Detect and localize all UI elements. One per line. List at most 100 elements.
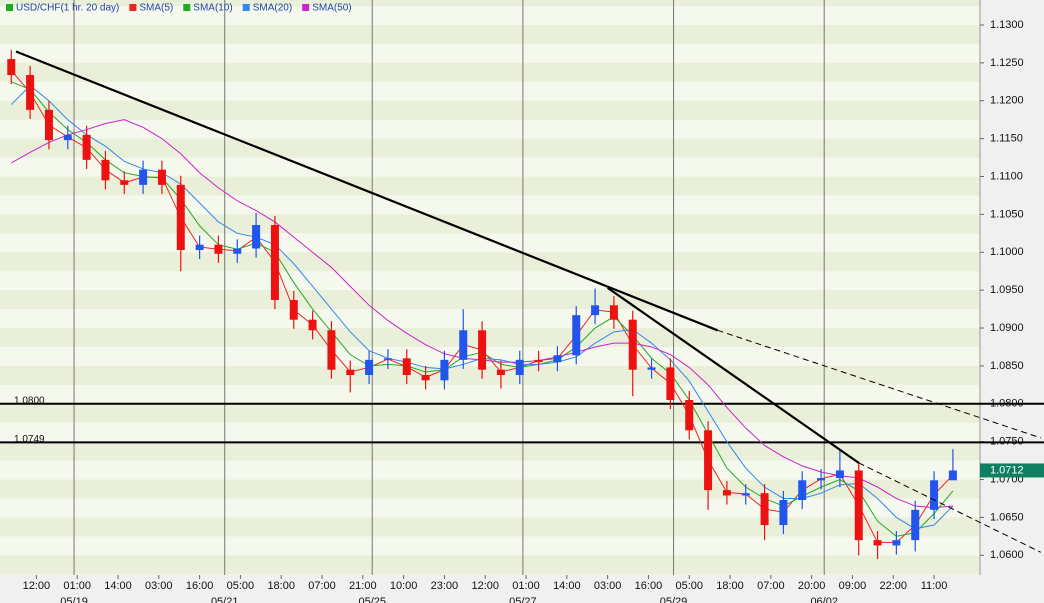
candle-body [948, 470, 957, 481]
plot-area [0, 0, 980, 575]
x-tick-label: 16:00 [186, 580, 214, 592]
y-tick-label: 1.0650 [990, 511, 1024, 523]
candle-body [440, 359, 449, 381]
candle-body [44, 109, 53, 141]
candle-body [647, 367, 656, 370]
band [0, 176, 980, 196]
candle-body [365, 359, 374, 375]
legend-title: USD/CHF(1 hr. 20 day) [16, 3, 119, 14]
candle-body [591, 305, 600, 316]
band [0, 62, 980, 82]
trend-line-dashed [717, 329, 1041, 439]
level-label: 1.0749 [14, 434, 45, 445]
candle-body [854, 470, 863, 541]
x-tick-label: 11:00 [921, 580, 948, 592]
y-tick-label: 1.0950 [990, 284, 1024, 296]
x-tick-label: 16:00 [635, 580, 663, 592]
band [0, 479, 980, 499]
trend-line-solid [607, 286, 860, 464]
y-tick-label: 1.0900 [990, 322, 1024, 334]
x-tick-label: 03:00 [594, 580, 622, 592]
legend-label: SMA(50) [312, 3, 351, 14]
x-tick-label: 21:00 [349, 580, 377, 592]
y-tick-label: 1.1150 [990, 133, 1023, 145]
candle-body [685, 400, 694, 431]
legend-swatch [242, 4, 250, 11]
x-tick-label: 01:00 [512, 580, 540, 592]
candle-body [195, 244, 204, 250]
candle-body [459, 330, 468, 360]
candle-body [628, 319, 637, 370]
y-tick-label: 1.0850 [990, 360, 1024, 372]
trend-line-solid [15, 50, 718, 332]
band [0, 252, 980, 272]
x-tick-label: 14:00 [553, 580, 581, 592]
last-price-label: 1.0712 [990, 464, 1024, 476]
date-label: 05/25 [358, 596, 386, 603]
candle-body [383, 358, 392, 360]
candle-body [704, 430, 713, 491]
y-tick-label: 1.1100 [990, 170, 1023, 182]
candle-body [176, 184, 185, 250]
y-tick-label: 1.0600 [990, 549, 1024, 561]
x-tick-label: 12:00 [23, 580, 51, 592]
last-price-tag [980, 463, 1044, 478]
candle-body [534, 359, 543, 363]
x-tick-label: 14:00 [104, 580, 132, 592]
band [0, 25, 980, 44]
date-label: 05/21 [211, 596, 239, 603]
date-label: 05/29 [660, 596, 688, 603]
date-label: 06/02 [810, 596, 838, 603]
candle-body [835, 470, 844, 479]
band [0, 441, 980, 461]
band [0, 214, 980, 234]
candle-body [82, 134, 91, 160]
legend-swatch [302, 4, 310, 11]
y-tick-label: 1.1300 [990, 19, 1024, 31]
candle-body [139, 169, 148, 185]
candle-body [892, 540, 901, 546]
candle-body [609, 305, 618, 320]
band [0, 555, 980, 575]
legend-label: SMA(5) [139, 3, 173, 14]
candle-body [779, 500, 788, 525]
x-tick-label: 18:00 [716, 580, 744, 592]
candle-body [402, 358, 411, 375]
candle-body [26, 75, 35, 110]
candle-body [421, 375, 430, 381]
x-tick-label: 20:00 [798, 580, 826, 592]
candle-body [346, 369, 355, 375]
candle-body [233, 248, 242, 254]
x-tick-label: 05:00 [227, 580, 255, 592]
legend-swatch [6, 4, 13, 11]
x-tick-label: 09:00 [839, 580, 867, 592]
candle-body [327, 330, 336, 370]
band [0, 365, 980, 385]
candle-body [873, 540, 882, 546]
candle-body [553, 355, 562, 363]
x-tick-label: 05:00 [675, 580, 703, 592]
band [0, 138, 980, 158]
candle-body [270, 225, 279, 300]
legend-label: SMA(20) [253, 3, 292, 14]
candle-body [308, 319, 317, 331]
candle-body [798, 480, 807, 500]
y-tick-label: 1.1000 [990, 246, 1024, 258]
candle-body [289, 300, 298, 320]
legend-label: SMA(10) [193, 3, 232, 14]
x-tick-label: 23:00 [431, 580, 459, 592]
candle-body [157, 169, 166, 185]
plot-bands [0, 0, 980, 575]
x-tick-label: 01:00 [63, 580, 91, 592]
band [0, 328, 980, 347]
candle-body [214, 244, 223, 254]
legend-swatch [183, 4, 191, 11]
x-tick-label: 22:00 [879, 580, 907, 592]
candle-body [101, 159, 110, 181]
x-tick-label: 12:00 [471, 580, 499, 592]
candle-body [760, 493, 769, 525]
candle-body [741, 493, 750, 496]
y-tick-label: 1.1250 [990, 57, 1024, 69]
legend-swatch [129, 4, 137, 11]
